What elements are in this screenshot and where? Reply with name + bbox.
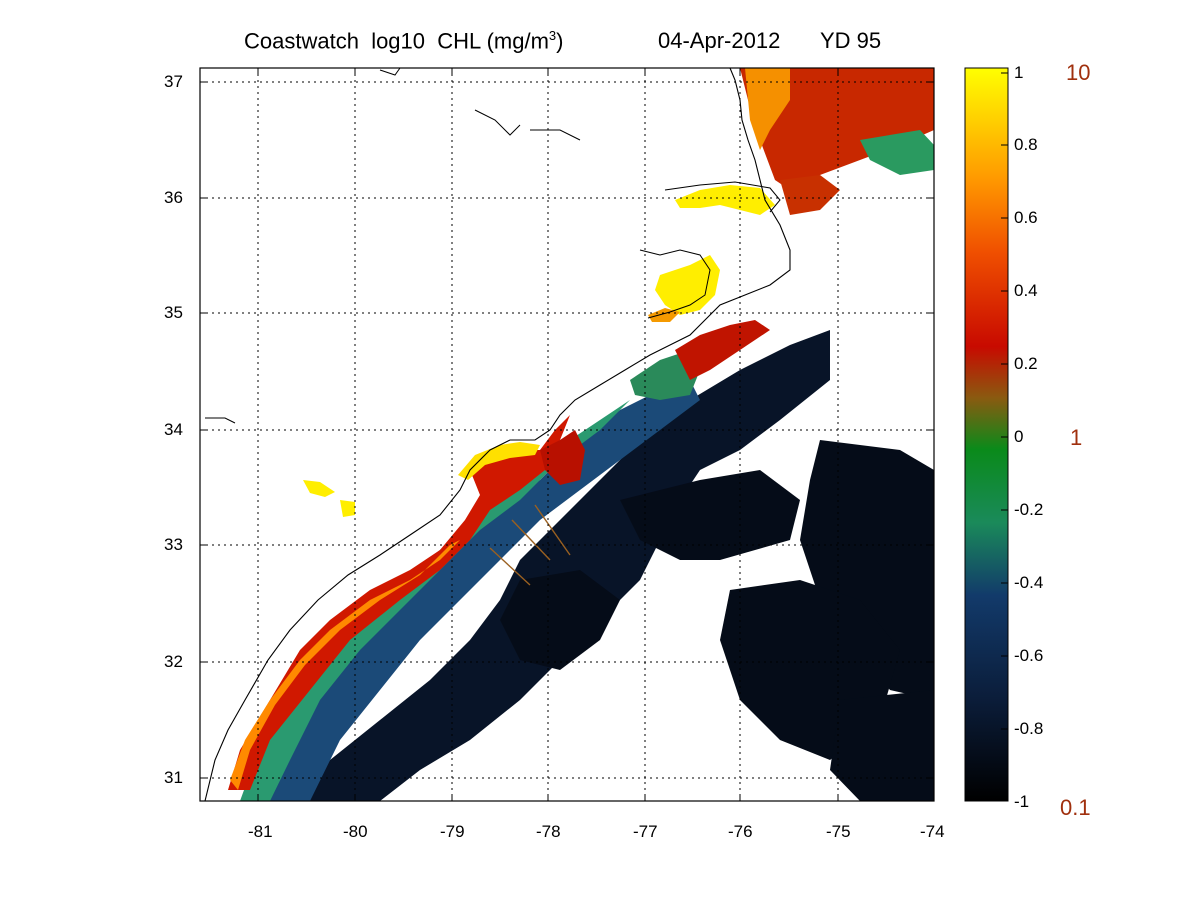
offshore-dark-patch-1: [620, 470, 800, 560]
title-variable: log10: [371, 28, 426, 54]
x-tick-label: -74: [920, 822, 945, 841]
colorbar-linear-label: 1: [1070, 425, 1083, 450]
outer-banks-red: [780, 175, 840, 215]
x-tick-label: -75: [826, 822, 851, 841]
transect-line-1: [489, 547, 531, 586]
colorbar-tick-label: 0.4: [1014, 281, 1038, 300]
y-tick-label: 36: [164, 188, 183, 207]
colorbar-tick-label: -0.6: [1014, 646, 1044, 665]
map-border: [199, 67, 935, 802]
transect-line-2: [511, 519, 551, 561]
colorbar-tick-label: -0.8: [1014, 719, 1044, 738]
x-tick-label: -78: [536, 822, 561, 841]
river-outline-4: [379, 67, 401, 76]
map-gridlines: [200, 68, 934, 801]
pamlico-sound-yellow: [655, 255, 720, 315]
colorbar-linear-label: 0.1: [1060, 795, 1091, 820]
offshore-dark-patch-4: [830, 690, 934, 801]
estuary-outline-albemarle: [664, 181, 781, 213]
y-tick-label: 33: [164, 535, 183, 554]
title-units-suffix: ): [556, 28, 564, 54]
map-title: Coastwatch log10 CHL (mg/m3): [244, 28, 563, 54]
chlorophyll-field: [228, 68, 934, 801]
low-chl-region: [300, 330, 830, 801]
transect-lines: [489, 504, 571, 586]
onslow-bay-red-patch: [540, 430, 585, 485]
shelf-blue-band: [250, 380, 700, 801]
title-source: Coastwatch: [244, 28, 359, 54]
chesapeake-offshore-green: [860, 130, 934, 175]
title-units-prefix: (mg/m: [486, 28, 549, 54]
inland-lake-1: [303, 480, 335, 497]
y-tick-label: 31: [164, 768, 183, 787]
x-tick-label: -77: [633, 822, 658, 841]
y-tick-label: 32: [164, 652, 183, 671]
y-tick-label: 37: [164, 72, 183, 91]
shelf-green-band: [240, 400, 630, 801]
estuary-outline-pamlico: [639, 249, 711, 319]
inland-lake-2: [340, 500, 355, 517]
colorbar-tick-label: -1: [1014, 792, 1030, 811]
colorbar-tick-label: 0.6: [1014, 208, 1038, 227]
colorbar-linear-label: 10: [1066, 60, 1091, 85]
title-quantity: CHL: [437, 28, 481, 54]
colorbar-ticks: [1001, 72, 1008, 730]
x-tick-label: -79: [440, 822, 465, 841]
coastal-yellow-fringe: [458, 442, 540, 480]
colorbar-tick-label: 0.2: [1014, 354, 1038, 373]
map-yearday: YD 95: [820, 28, 882, 53]
y-tick-label: 34: [164, 420, 183, 439]
map-date: 04-Apr-2012: [658, 28, 781, 53]
colorbar-tick-label: 0: [1014, 427, 1024, 446]
river-outline-3: [205, 417, 236, 424]
colorbar-tick-label: -0.2: [1014, 500, 1044, 519]
offshore-dark-patch-2: [800, 440, 934, 700]
colorbar-tick-label: 1: [1014, 63, 1024, 82]
title-units-exponent: 3: [548, 28, 557, 43]
transect-line-3: [534, 504, 571, 556]
colorbar: [964, 67, 1009, 802]
river-outline-2: [530, 129, 581, 141]
river-outline-1: [474, 109, 521, 136]
x-tick-label: -81: [248, 822, 273, 841]
x-tick-label: -80: [343, 822, 368, 841]
axis-ticks: [200, 68, 935, 801]
colorbar-tick-label: -0.4: [1014, 573, 1044, 592]
y-tick-label: 35: [164, 303, 183, 322]
offshore-dark-patch-5: [500, 570, 620, 670]
x-tick-label: -76: [728, 822, 753, 841]
cape-lookout-red-patch: [675, 320, 770, 380]
coastal-red-band: [228, 415, 570, 790]
colorbar-tick-label: 0.8: [1014, 135, 1038, 154]
chesapeake-offshore-orange: [745, 68, 790, 150]
albemarle-sound-yellow: [675, 185, 775, 215]
